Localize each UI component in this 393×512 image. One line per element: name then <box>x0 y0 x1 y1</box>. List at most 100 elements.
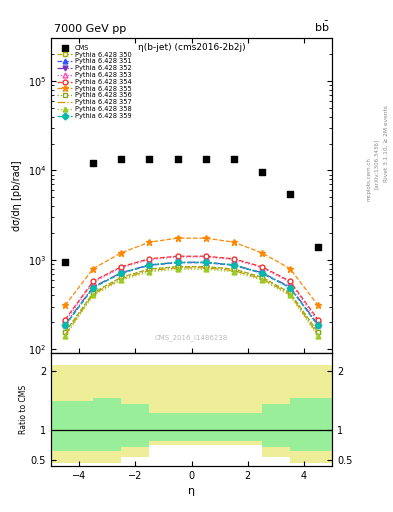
Pythia 6.428 359 <box>63 323 68 329</box>
Pythia 6.428 352 <box>119 270 124 276</box>
Pythia 6.428 359 <box>203 259 208 265</box>
X-axis label: η: η <box>188 486 195 496</box>
Pythia 6.428 355 <box>175 235 180 241</box>
Pythia 6.428 357 <box>203 265 208 271</box>
Y-axis label: Ratio to CMS: Ratio to CMS <box>19 385 28 434</box>
Pythia 6.428 356 <box>288 290 292 296</box>
Pythia 6.428 358 <box>231 269 236 275</box>
Pythia 6.428 351 <box>288 285 292 291</box>
CMS <box>146 155 152 163</box>
CMS <box>174 155 181 163</box>
Pythia 6.428 357 <box>175 265 180 271</box>
Pythia 6.428 359 <box>288 285 292 291</box>
Pythia 6.428 354 <box>288 278 292 284</box>
Pythia 6.428 357 <box>288 291 292 297</box>
Pythia 6.428 351 <box>259 270 264 276</box>
Pythia 6.428 355 <box>316 302 320 308</box>
Pythia 6.428 358 <box>288 292 292 298</box>
Pythia 6.428 352 <box>231 262 236 268</box>
Pythia 6.428 353 <box>316 318 320 325</box>
Line: Pythia 6.428 350: Pythia 6.428 350 <box>63 264 320 335</box>
Pythia 6.428 353 <box>91 280 95 286</box>
Legend: CMS, Pythia 6.428 350, Pythia 6.428 351, Pythia 6.428 352, Pythia 6.428 353, Pyt: CMS, Pythia 6.428 350, Pythia 6.428 351,… <box>57 45 131 119</box>
Pythia 6.428 350 <box>147 266 152 272</box>
Pythia 6.428 357 <box>147 267 152 273</box>
Pythia 6.428 354 <box>119 264 124 270</box>
Pythia 6.428 353 <box>288 280 292 286</box>
Pythia 6.428 351 <box>91 285 95 291</box>
Pythia 6.428 357 <box>91 291 95 297</box>
Pythia 6.428 357 <box>63 332 68 338</box>
Pythia 6.428 350 <box>203 264 208 270</box>
Pythia 6.428 356 <box>316 329 320 335</box>
Line: Pythia 6.428 351: Pythia 6.428 351 <box>63 260 320 328</box>
Pythia 6.428 358 <box>175 266 180 272</box>
CMS <box>118 155 125 163</box>
Line: Pythia 6.428 353: Pythia 6.428 353 <box>63 254 320 324</box>
Pythia 6.428 353 <box>119 265 124 271</box>
Pythia 6.428 356 <box>119 274 124 280</box>
Pythia 6.428 356 <box>147 266 152 272</box>
Pythia 6.428 353 <box>203 254 208 260</box>
Pythia 6.428 358 <box>203 266 208 272</box>
Pythia 6.428 352 <box>147 262 152 268</box>
Pythia 6.428 351 <box>231 262 236 268</box>
Pythia 6.428 358 <box>119 277 124 283</box>
Pythia 6.428 353 <box>259 265 264 271</box>
Pythia 6.428 350 <box>91 290 95 296</box>
Pythia 6.428 358 <box>63 333 68 339</box>
Pythia 6.428 357 <box>259 275 264 282</box>
Line: Pythia 6.428 359: Pythia 6.428 359 <box>63 260 320 328</box>
Pythia 6.428 359 <box>119 270 124 276</box>
Pythia 6.428 354 <box>203 253 208 259</box>
Pythia 6.428 355 <box>231 239 236 245</box>
Pythia 6.428 359 <box>147 262 152 268</box>
Pythia 6.428 354 <box>147 255 152 262</box>
Pythia 6.428 355 <box>259 250 264 256</box>
Pythia 6.428 358 <box>259 277 264 283</box>
Line: Pythia 6.428 356: Pythia 6.428 356 <box>63 264 320 335</box>
Pythia 6.428 352 <box>175 259 180 265</box>
Line: Pythia 6.428 355: Pythia 6.428 355 <box>62 234 321 309</box>
Line: Pythia 6.428 352: Pythia 6.428 352 <box>63 260 320 327</box>
Pythia 6.428 358 <box>91 292 95 298</box>
Y-axis label: dσ/dη [pb/rad]: dσ/dη [pb/rad] <box>12 161 22 231</box>
CMS <box>287 189 293 198</box>
Pythia 6.428 359 <box>91 285 95 291</box>
Pythia 6.428 353 <box>175 254 180 260</box>
Text: 7000 GeV pp: 7000 GeV pp <box>54 24 126 34</box>
Pythia 6.428 350 <box>316 329 320 335</box>
Pythia 6.428 359 <box>175 259 180 265</box>
CMS <box>202 155 209 163</box>
Pythia 6.428 350 <box>231 266 236 272</box>
Pythia 6.428 354 <box>175 253 180 259</box>
Pythia 6.428 355 <box>288 266 292 272</box>
Pythia 6.428 357 <box>316 332 320 338</box>
Pythia 6.428 358 <box>147 269 152 275</box>
Pythia 6.428 350 <box>259 274 264 280</box>
Pythia 6.428 352 <box>259 270 264 276</box>
Pythia 6.428 356 <box>203 264 208 270</box>
Pythia 6.428 354 <box>316 316 320 323</box>
Line: Pythia 6.428 358: Pythia 6.428 358 <box>63 267 320 338</box>
Pythia 6.428 351 <box>203 260 208 266</box>
Pythia 6.428 359 <box>316 323 320 329</box>
Text: b$\bar{\rm b}$: b$\bar{\rm b}$ <box>314 19 329 34</box>
Pythia 6.428 355 <box>119 250 124 256</box>
Pythia 6.428 352 <box>91 284 95 290</box>
Text: [arXiv:1306.3436]: [arXiv:1306.3436] <box>374 139 379 189</box>
Pythia 6.428 352 <box>316 322 320 328</box>
Pythia 6.428 355 <box>147 239 152 245</box>
Pythia 6.428 350 <box>119 274 124 280</box>
Pythia 6.428 359 <box>259 270 264 276</box>
Pythia 6.428 351 <box>316 323 320 329</box>
Text: mcplots.cern.ch: mcplots.cern.ch <box>366 157 371 201</box>
Pythia 6.428 356 <box>175 264 180 270</box>
Pythia 6.428 350 <box>288 290 292 296</box>
Pythia 6.428 352 <box>63 322 68 328</box>
CMS <box>315 243 321 251</box>
Line: Pythia 6.428 354: Pythia 6.428 354 <box>63 254 320 322</box>
Pythia 6.428 352 <box>203 259 208 265</box>
Pythia 6.428 353 <box>231 257 236 263</box>
Text: CMS_2016_I1486238: CMS_2016_I1486238 <box>155 334 228 341</box>
